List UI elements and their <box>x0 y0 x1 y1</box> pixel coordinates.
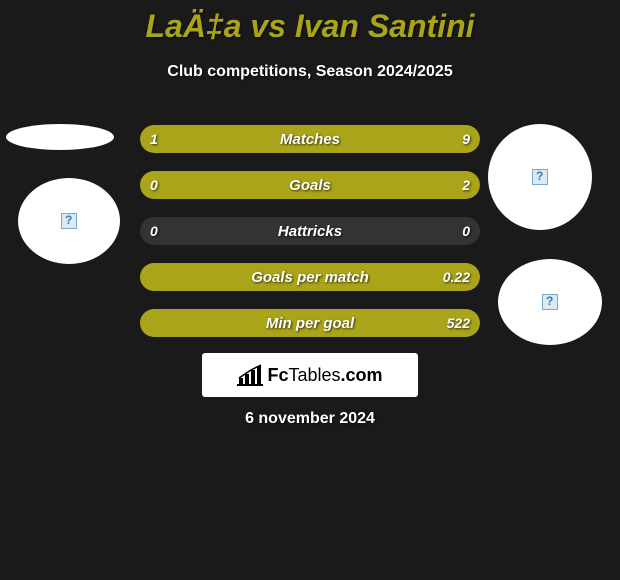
stat-row: 1Matches9 <box>140 125 480 153</box>
stat-value-right: 9 <box>462 125 470 153</box>
chart-icon <box>237 364 263 386</box>
stat-label: Matches <box>140 125 480 153</box>
stat-value-right: 0.22 <box>443 263 470 291</box>
left-player-circle <box>18 178 120 264</box>
stat-row: Goals per match0.22 <box>140 263 480 291</box>
stat-label: Hattricks <box>140 217 480 245</box>
footer-date: 6 november 2024 <box>0 410 620 428</box>
stat-row: 0Hattricks0 <box>140 217 480 245</box>
stat-value-right: 2 <box>462 171 470 199</box>
logo-brand-suffix: .com <box>341 365 383 385</box>
placeholder-icon <box>542 294 558 310</box>
stat-row: 0Goals2 <box>140 171 480 199</box>
stat-value-right: 522 <box>447 309 470 337</box>
stat-label: Min per goal <box>140 309 480 337</box>
logo-brand-strong: Fc <box>267 365 288 385</box>
right-player-circle <box>488 124 592 230</box>
placeholder-icon <box>532 169 548 185</box>
stat-label: Goals per match <box>140 263 480 291</box>
logo-brand-light: Tables <box>288 365 340 385</box>
fctables-logo: FcTables.com <box>202 353 418 397</box>
stat-label: Goals <box>140 171 480 199</box>
right-club-circle <box>498 259 602 345</box>
page-title: LaÄ‡a vs Ivan Santini <box>0 0 620 45</box>
left-ellipse-decor <box>6 124 114 150</box>
page-subtitle: Club competitions, Season 2024/2025 <box>0 63 620 81</box>
stat-value-right: 0 <box>462 217 470 245</box>
logo-text: FcTables.com <box>237 364 382 386</box>
stat-row: Min per goal522 <box>140 309 480 337</box>
comparison-container: 1Matches90Goals20Hattricks0Goals per mat… <box>140 125 480 355</box>
placeholder-icon <box>61 213 77 229</box>
